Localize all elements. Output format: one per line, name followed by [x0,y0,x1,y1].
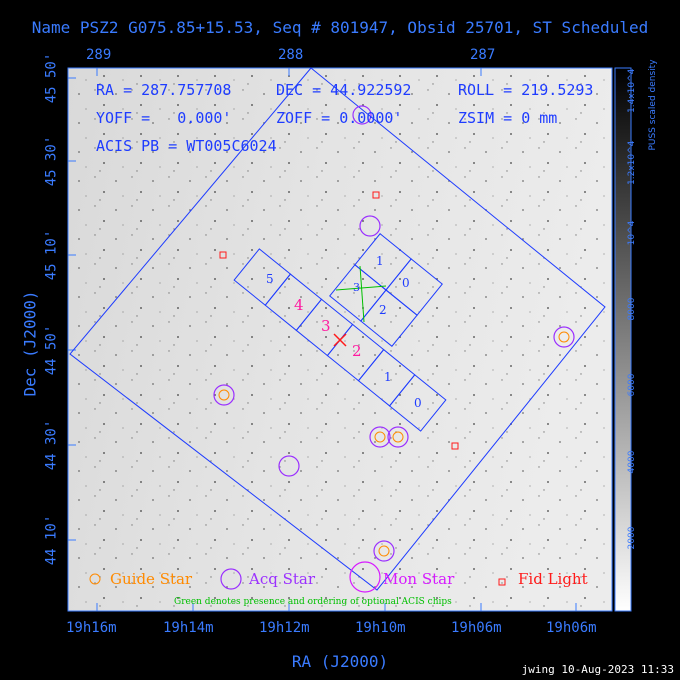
top-tick-287: 287 [470,47,496,63]
footer-timestamp: jwing 10-Aug-2023 11:33 [521,663,674,676]
acis-i-array [329,233,443,347]
guide-stars [218,331,570,557]
info-yoff: YOFF = 0.000' [96,109,232,127]
fid-lights [219,191,459,450]
colorbar-tick-1: 1.4x10^4 [627,68,637,113]
chip-label-i3: 3 [353,281,360,294]
colorbar-tick-7: 2000 [627,526,637,550]
chip-label-s4: 4 [294,296,304,314]
top-tick-289: 289 [86,47,112,63]
colorbar-tick-3: 10^4 [627,220,637,246]
left-tick-4: 44 50' [43,324,60,376]
plot-frame [67,67,613,612]
chip-label-i0: 0 [402,276,410,290]
bottom-tick-6: 19h06m [546,620,597,636]
legend-guide-symbol [89,573,101,585]
legend-guide-label: Guide Star [110,570,193,588]
acis-s-array [233,248,447,432]
colorbar-tick-6: 4000 [627,450,637,474]
legend-fid-symbol [498,578,506,586]
legend-mon-label: Mon Star [383,570,455,588]
info-ra: RA = 287.757708 [96,81,232,99]
legend-fid-label: Fid Light [518,570,588,588]
colorbar-tick-2: 1.2x10^4 [627,140,637,185]
bottom-tick-1: 19h16m [66,620,117,636]
left-tick-5: 44 30' [43,419,60,471]
chip-label-s3: 3 [321,317,331,335]
chip-label-s5: 5 [266,272,274,286]
legend-acq-symbol [220,568,242,590]
colorbar-title: PUSS scaled density [648,59,658,151]
info-dec: DEC = 44.922592 [276,81,412,99]
legend-acq-label: Acq Star [249,570,316,588]
info-acis-pb: ACIS PB = WT005C6024 [96,137,277,155]
x-axis-label: RA (J2000) [291,652,389,671]
colorbar [614,67,632,612]
chip-label-s2: 2 [352,342,362,360]
chip-label-s1: 1 [384,370,392,384]
plot-title: Name PSZ2 G075.85+15.53, Seq # 801947, O… [31,18,649,37]
chip-label-i1: 1 [376,254,384,268]
colorbar-tick-5: 6000 [627,373,637,397]
axis-ticks [68,68,577,611]
legend-optional-note: Green denotes presence and ordering of o… [174,597,452,607]
chip-label-i2: 2 [379,303,387,317]
left-tick-3: 45 10' [43,229,60,281]
info-zsim: ZSIM = 0 mm [458,109,558,127]
chip-label-s0: 0 [414,396,422,410]
aimpoint-marker [333,333,347,347]
optional-chip-marks [335,265,387,323]
bottom-tick-3: 19h12m [259,620,310,636]
field-of-view-outline [69,67,606,591]
acq-stars [213,105,575,562]
info-roll: ROLL = 219.5293 [458,81,594,99]
y-axis-label: Dec (J2000) [20,290,40,397]
bottom-tick-4: 19h10m [355,620,406,636]
top-tick-288: 288 [278,47,304,63]
legend-mon-symbol [349,561,381,593]
left-tick-2: 45 30' [43,135,60,187]
left-tick-6: 44 10' [43,514,60,566]
info-zoff: ZOFF = 0.0000' [276,109,403,127]
bottom-tick-5: 19h06m [451,620,502,636]
colorbar-tick-4: 8000 [627,297,637,321]
left-tick-1: 45 50' [43,52,60,104]
bottom-tick-2: 19h14m [163,620,214,636]
